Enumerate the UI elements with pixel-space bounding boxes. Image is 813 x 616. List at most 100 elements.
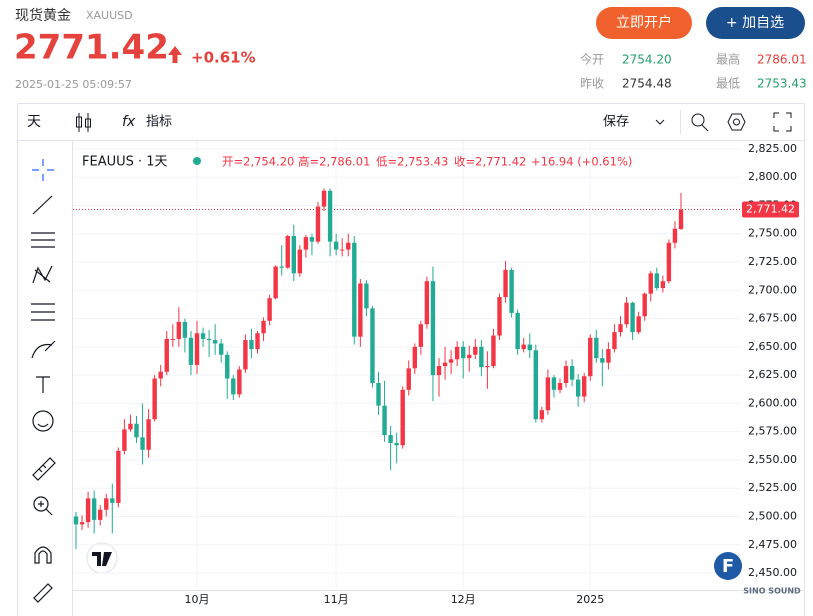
watchlist-button[interactable] <box>706 7 805 39</box>
indicator-button[interactable]: 指标 <box>146 115 172 130</box>
magnet-tool[interactable] <box>34 546 52 564</box>
candle-body <box>594 337 599 359</box>
candle-body <box>255 333 260 350</box>
stat-value: 2786.01 <box>757 53 807 67</box>
candle-body <box>388 435 393 443</box>
brush-tool[interactable] <box>31 340 56 359</box>
candle-body <box>424 281 430 325</box>
candle-body <box>448 359 454 363</box>
candle-body <box>479 346 484 368</box>
emoji-tool[interactable] <box>32 410 54 432</box>
open-account-button[interactable] <box>596 7 692 39</box>
candle-type-button[interactable] <box>76 113 91 132</box>
brand-letter: F <box>722 556 734 577</box>
zoom-tool[interactable] <box>33 496 49 512</box>
brand-logo <box>714 552 742 580</box>
candle-body <box>333 241 339 250</box>
stat-value: 2754.48 <box>622 77 672 91</box>
candle-body <box>98 509 103 520</box>
tv-logo-bg <box>86 542 118 574</box>
legend-value: +16.94 (+0.61%) <box>531 155 632 169</box>
y-tick-label: 2,500.00 <box>748 509 797 522</box>
last-price-label: 2,771.42 <box>746 203 795 216</box>
save-dropdown[interactable] <box>655 119 665 125</box>
candle-body <box>400 389 405 446</box>
y-tick-label: 2,800.00 <box>748 170 797 183</box>
candle-body <box>261 320 266 334</box>
change: +0.61% <box>191 49 256 67</box>
asset-code: XAUUSD <box>86 9 133 22</box>
candle-body <box>225 354 230 379</box>
candle-body <box>267 298 272 321</box>
candle-body <box>406 368 411 390</box>
ruler-tool[interactable] <box>32 457 56 481</box>
candle-body <box>473 346 478 355</box>
legend-value: 高=2,786.01 <box>298 155 370 169</box>
candle-body <box>515 312 520 350</box>
candle-body <box>152 378 157 420</box>
candle-body <box>340 249 345 251</box>
candle-body <box>569 366 575 380</box>
y-tick-label: 2,525.00 <box>748 481 797 494</box>
candle-body <box>376 383 381 406</box>
y-tick-label: 2,475.00 <box>748 538 797 551</box>
candle-body <box>128 423 133 430</box>
candle-body <box>485 366 490 368</box>
candle-body <box>315 206 321 242</box>
candle-body <box>454 346 460 360</box>
candle-body <box>273 266 278 299</box>
y-tick-label: 2,450.00 <box>748 566 797 579</box>
stat-label: 今开 <box>580 52 604 67</box>
text-tool[interactable] <box>36 376 50 393</box>
candle-body <box>309 237 315 242</box>
fullscreen-button[interactable] <box>773 112 792 132</box>
candle-body <box>551 377 557 390</box>
emoji-smile <box>37 423 49 428</box>
alert-button[interactable] <box>691 113 709 132</box>
candle-body <box>346 242 351 250</box>
lock-tool[interactable] <box>33 583 53 603</box>
candle-body <box>660 281 666 289</box>
candle-body <box>170 338 175 340</box>
projection-tool[interactable] <box>31 303 55 321</box>
pattern-tool[interactable] <box>32 265 53 284</box>
chart: 2,450.00 2,475.00 2,500.00 2,525.00 2,550.00… <box>73 141 805 606</box>
fib-tool[interactable] <box>31 232 55 248</box>
interval-button[interactable]: 天 <box>27 114 41 130</box>
candle-body <box>291 236 296 274</box>
candle-body <box>206 338 212 341</box>
candle-body <box>188 337 194 365</box>
line-tool[interactable] <box>32 195 53 215</box>
legend-value: 收=2,771.42 <box>454 155 526 169</box>
y-tick-label: 2,625.00 <box>748 368 797 381</box>
candle-body <box>116 450 121 503</box>
up-arrow <box>168 46 182 63</box>
x-tick-label: 2025 <box>576 593 604 606</box>
candle-body <box>606 349 611 363</box>
datetime: 2025-01-25 05:09:57 <box>15 78 132 91</box>
candle-body <box>212 340 218 344</box>
candle-body <box>648 273 653 294</box>
drawing-toolbar <box>31 159 56 603</box>
indicator-icon[interactable]: fx <box>122 114 136 130</box>
candle-body <box>612 332 617 350</box>
candle-body <box>219 343 224 355</box>
stat-value: 2753.43 <box>757 77 807 91</box>
y-tick-label: 2,650.00 <box>748 340 797 353</box>
candle-body <box>630 302 635 333</box>
y-tick-label: 2,700.00 <box>748 283 797 296</box>
watchlist-label[interactable]: + 加自选 <box>726 15 784 31</box>
crosshair-tool[interactable] <box>32 159 54 181</box>
candle-body <box>582 376 587 397</box>
candle-body <box>370 308 375 384</box>
candle-body <box>91 498 97 520</box>
candle-body <box>364 283 369 309</box>
settings-button[interactable] <box>727 113 746 131</box>
save-button[interactable]: 保存 <box>603 115 629 130</box>
asset-name: 现货黄金 <box>15 7 71 24</box>
candle-body <box>243 340 248 370</box>
candle-body <box>491 335 496 367</box>
open-account-label[interactable]: 立即开户 <box>616 14 672 31</box>
candle-body <box>642 293 647 317</box>
candle-body <box>497 297 502 336</box>
